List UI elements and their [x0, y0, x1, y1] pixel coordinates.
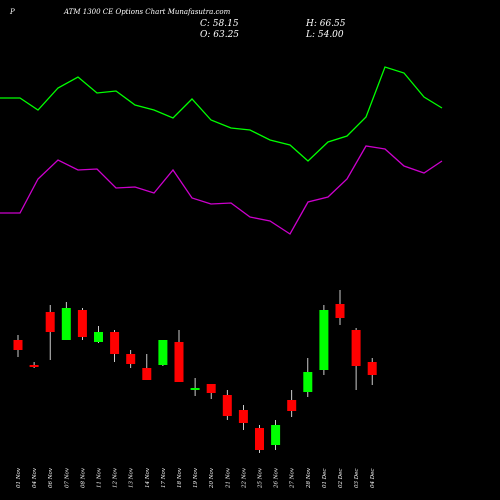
candle-body — [126, 354, 136, 364]
candle-body — [77, 310, 87, 337]
candle — [110, 330, 120, 362]
x-tick-label: 17 Nov — [161, 467, 167, 488]
candle — [29, 362, 39, 368]
candle-body — [61, 308, 71, 340]
candle — [222, 390, 232, 420]
low-value: L: 54.00 — [306, 30, 344, 40]
x-tick-label: 06 Nov — [48, 467, 54, 488]
upper-series-line — [0, 66, 443, 162]
high-value: H: 66.55 — [306, 19, 346, 29]
close-value: C: 58.15 — [200, 19, 239, 29]
candle-body — [110, 332, 120, 354]
x-tick-label: 07 Nov — [64, 467, 70, 488]
candle-body — [367, 362, 377, 375]
candle — [206, 384, 216, 399]
candle-body — [303, 372, 313, 392]
x-tick-label: 26 Nov — [274, 467, 280, 489]
x-tick-label: 20 Nov — [209, 467, 215, 489]
candle-body — [94, 332, 103, 342]
candle — [367, 358, 377, 385]
x-tick-label: 22 Nov — [241, 467, 247, 489]
candle-body — [190, 388, 200, 390]
candle — [158, 340, 168, 366]
candle-body — [351, 330, 361, 366]
candle-body — [222, 395, 232, 416]
x-tick-label: 25 Nov — [258, 467, 264, 489]
candle — [287, 390, 297, 417]
candles — [13, 290, 377, 453]
x-tick-label: 03 Dec — [354, 469, 360, 489]
lower-series-line — [0, 145, 443, 235]
candle — [238, 405, 248, 430]
candle-body — [174, 342, 184, 382]
x-tick-label: 27 Nov — [290, 467, 296, 489]
candle-body — [287, 400, 297, 411]
candle-body — [319, 310, 329, 370]
candle-body — [206, 384, 216, 393]
candle-body — [271, 425, 281, 445]
candle — [126, 350, 136, 368]
x-tick-label: 02 Dec — [338, 469, 344, 489]
x-tick-label: 08 Nov — [80, 467, 86, 488]
open-value: O: 63.25 — [200, 30, 240, 40]
x-tick-label: 14 Nov — [145, 467, 151, 488]
candle — [94, 326, 103, 343]
candle — [45, 305, 55, 360]
chart-title: ATM 1300 CE Options Chart Munafasutra.co… — [64, 8, 231, 16]
x-tick-label: 11 Nov — [97, 467, 103, 488]
symbol-label: P — [10, 8, 15, 16]
candle — [255, 425, 264, 453]
indicator-lines — [0, 66, 443, 235]
x-tick-label: 21 Nov — [225, 467, 231, 489]
candle — [174, 330, 184, 382]
candle-body — [45, 312, 55, 332]
x-tick-label: 13 Nov — [129, 467, 135, 488]
chart-header: P ATM 1300 CE Options Chart Munafasutra.… — [0, 0, 500, 42]
candle — [13, 335, 23, 357]
candle-body — [255, 428, 264, 450]
candle — [77, 308, 87, 340]
x-tick-label: 01 Dec — [322, 469, 328, 489]
x-tick-label: 01 Nov — [16, 467, 22, 488]
candle — [319, 305, 329, 375]
candle-body — [335, 304, 345, 318]
candle — [61, 302, 71, 340]
candle-body — [238, 410, 248, 423]
candle-body — [142, 368, 152, 380]
x-tick-label: 04 Dec — [370, 469, 376, 489]
x-tick-label: 19 Nov — [193, 467, 199, 488]
candle — [303, 358, 313, 397]
x-tick-label: 28 Nov — [306, 467, 312, 489]
x-tick-label: 18 Nov — [177, 467, 183, 488]
candle — [271, 420, 281, 450]
candle — [351, 328, 361, 390]
candle-body — [13, 340, 23, 350]
candle — [335, 290, 345, 325]
candle-body — [158, 340, 168, 365]
x-tick-label: 04 Nov — [32, 467, 38, 488]
x-axis-labels: 01 Nov 04 Nov 06 Nov 07 Nov 08 Nov 11 Nov 12 N… — [16, 467, 376, 489]
candle-body — [29, 365, 39, 367]
candle — [190, 378, 200, 396]
x-tick-label: 12 Nov — [113, 467, 119, 488]
candle — [142, 354, 152, 380]
